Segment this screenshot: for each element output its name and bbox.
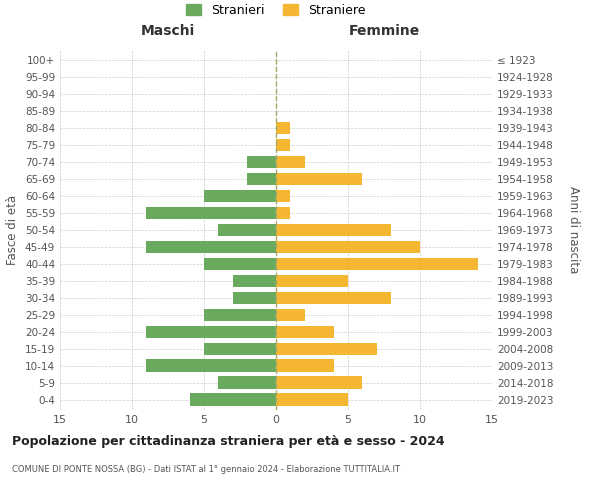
Bar <box>146 240 276 254</box>
Bar <box>146 326 276 338</box>
Bar <box>276 156 305 168</box>
Bar <box>276 122 290 134</box>
Bar <box>247 156 276 168</box>
Legend: Stranieri, Straniere: Stranieri, Straniere <box>181 0 371 22</box>
Bar <box>276 190 290 202</box>
Bar <box>276 326 334 338</box>
Bar <box>204 258 276 270</box>
Bar <box>276 342 377 355</box>
Bar <box>276 224 391 236</box>
Bar <box>233 292 276 304</box>
Bar <box>218 224 276 236</box>
Bar <box>276 360 334 372</box>
Y-axis label: Fasce di età: Fasce di età <box>7 195 19 265</box>
Text: COMUNE DI PONTE NOSSA (BG) - Dati ISTAT al 1° gennaio 2024 - Elaborazione TUTTIT: COMUNE DI PONTE NOSSA (BG) - Dati ISTAT … <box>12 465 400 474</box>
Bar <box>276 172 362 186</box>
Bar <box>204 342 276 355</box>
Bar <box>276 206 290 220</box>
Text: Popolazione per cittadinanza straniera per età e sesso - 2024: Popolazione per cittadinanza straniera p… <box>12 435 445 448</box>
Bar <box>276 308 305 322</box>
Bar <box>276 240 420 254</box>
Text: Femmine: Femmine <box>349 24 419 38</box>
Bar <box>190 394 276 406</box>
Y-axis label: Anni di nascita: Anni di nascita <box>568 186 581 274</box>
Bar <box>146 360 276 372</box>
Bar <box>218 376 276 389</box>
Text: Maschi: Maschi <box>141 24 195 38</box>
Bar <box>276 274 348 287</box>
Bar <box>247 172 276 186</box>
Bar <box>276 138 290 151</box>
Bar <box>233 274 276 287</box>
Bar <box>276 394 348 406</box>
Bar <box>276 292 391 304</box>
Bar <box>204 308 276 322</box>
Bar <box>146 206 276 220</box>
Bar <box>204 190 276 202</box>
Bar <box>276 376 362 389</box>
Bar <box>276 258 478 270</box>
